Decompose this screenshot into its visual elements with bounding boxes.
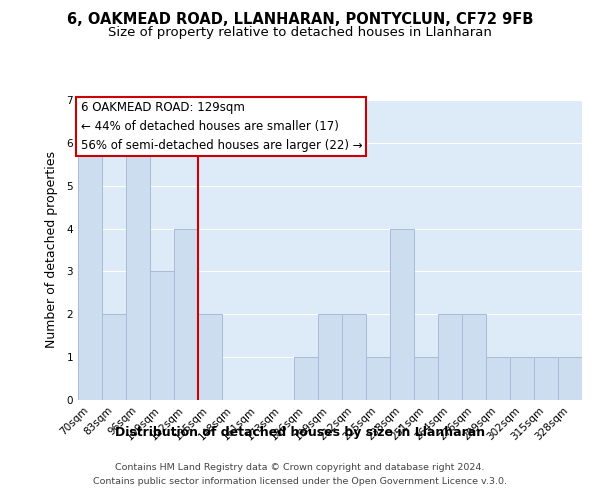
Text: 6, OAKMEAD ROAD, LLANHARAN, PONTYCLUN, CF72 9FB: 6, OAKMEAD ROAD, LLANHARAN, PONTYCLUN, C…	[67, 12, 533, 28]
Bar	[150, 272, 174, 400]
Bar	[318, 314, 342, 400]
Text: Contains public sector information licensed under the Open Government Licence v.: Contains public sector information licen…	[93, 477, 507, 486]
Bar	[174, 228, 198, 400]
Bar	[102, 314, 126, 400]
Bar	[342, 314, 366, 400]
Bar	[558, 357, 582, 400]
Bar	[366, 357, 390, 400]
Bar	[534, 357, 558, 400]
Text: 6 OAKMEAD ROAD: 129sqm
← 44% of detached houses are smaller (17)
56% of semi-det: 6 OAKMEAD ROAD: 129sqm ← 44% of detached…	[80, 102, 362, 152]
Bar	[198, 314, 222, 400]
Text: Distribution of detached houses by size in Llanharan: Distribution of detached houses by size …	[115, 426, 485, 439]
Text: Contains HM Land Registry data © Crown copyright and database right 2024.: Contains HM Land Registry data © Crown c…	[115, 464, 485, 472]
Bar	[126, 143, 150, 400]
Bar	[414, 357, 438, 400]
Bar	[390, 228, 414, 400]
Bar	[438, 314, 462, 400]
Y-axis label: Number of detached properties: Number of detached properties	[45, 152, 58, 348]
Text: Size of property relative to detached houses in Llanharan: Size of property relative to detached ho…	[108, 26, 492, 39]
Bar	[486, 357, 510, 400]
Bar	[294, 357, 318, 400]
Bar	[462, 314, 486, 400]
Bar	[510, 357, 534, 400]
Bar	[78, 143, 102, 400]
